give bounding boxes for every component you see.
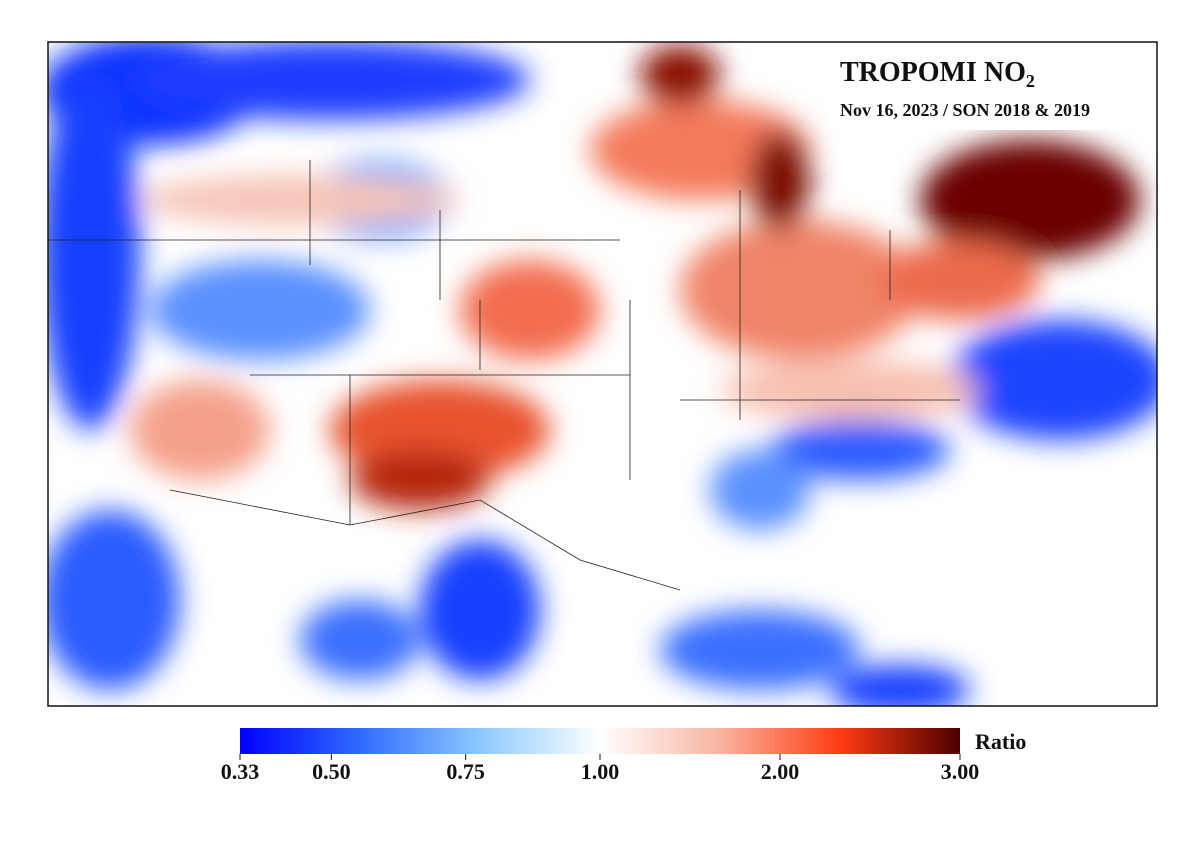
- colorbar-tick-label: 0.50: [312, 759, 351, 784]
- colorbar-label: Ratio: [975, 729, 1026, 754]
- title-text: TROPOMI NO: [840, 57, 1026, 88]
- title-box: [828, 50, 1148, 130]
- colorbar-tick-label: 1.00: [581, 759, 620, 784]
- title-subscript: 2: [1026, 71, 1035, 91]
- map-title: TROPOMI NO2: [840, 57, 1035, 91]
- colorbar-tick-label: 3.00: [941, 759, 980, 784]
- colorbar: [240, 728, 960, 754]
- colorbar-tick-label: 0.75: [446, 759, 485, 784]
- colorbar-tick-label: 2.00: [761, 759, 800, 784]
- map-frame: [47, 41, 1158, 707]
- map-subtitle: Nov 16, 2023 / SON 2018 & 2019: [840, 100, 1090, 120]
- colorbar-tick-label: 0.33: [221, 759, 260, 784]
- map-field: [48, 42, 1157, 706]
